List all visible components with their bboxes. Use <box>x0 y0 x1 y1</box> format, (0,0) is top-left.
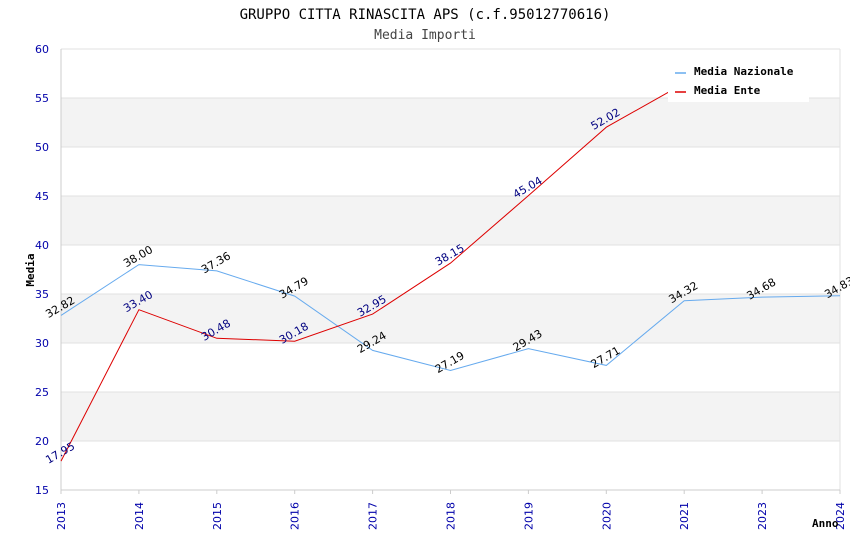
x-axis-label: Anno <box>812 517 839 530</box>
y-tick-label-15: 15 <box>35 484 49 497</box>
y-tick-label-25: 25 <box>35 386 49 399</box>
band-40 <box>61 196 840 245</box>
y-tick-label-30: 30 <box>35 337 49 350</box>
y-tick-label-45: 45 <box>35 190 49 203</box>
legend-box <box>668 59 809 102</box>
x-tick-label-2015: 2015 <box>211 502 224 530</box>
legend: Media Nazionale Media Ente <box>668 59 809 102</box>
y-axis-label: Media <box>24 253 37 286</box>
series-line-media-ente <box>60 82 685 462</box>
y-tick-label-40: 40 <box>35 239 49 252</box>
legend-label-nazionale: Media Nazionale <box>694 65 794 78</box>
band-35 <box>61 245 840 294</box>
x-tick-label-2017: 2017 <box>367 502 380 530</box>
series-line-media-nazionale <box>60 264 841 372</box>
y-tick-label-50: 50 <box>35 141 49 154</box>
x-tick-label-2024: 2024 <box>834 502 847 530</box>
axes: 15 20 25 30 35 40 45 50 55 60 2013 2014 2015 2016 2017… <box>35 43 847 530</box>
x-tick-label-2020: 2020 <box>600 502 613 530</box>
band-30 <box>61 294 840 343</box>
y-tick-label-20: 20 <box>35 435 49 448</box>
x-tick-label-2023: 2023 <box>756 502 769 530</box>
x-tick-label-2018: 2018 <box>445 502 458 530</box>
series-lines <box>60 82 841 462</box>
y-tick-label-60: 60 <box>35 43 49 56</box>
band-45 <box>61 147 840 196</box>
y-tick-label-55: 55 <box>35 92 49 105</box>
band-50 <box>61 98 840 147</box>
band-20 <box>61 392 840 441</box>
x-tick-label-2021: 2021 <box>678 502 691 530</box>
grid-lines <box>61 48 841 491</box>
x-tick-label-2013: 2013 <box>55 502 68 530</box>
background-bands <box>61 49 840 490</box>
chart-subtitle: Media Importi <box>374 28 476 43</box>
band-15 <box>61 441 840 490</box>
chart-title: GRUPPO CITTA RINASCITA APS (c.f.95012770… <box>240 7 611 23</box>
x-tick-label-2016: 2016 <box>289 502 302 530</box>
band-25 <box>61 343 840 392</box>
legend-label-ente: Media Ente <box>694 84 761 97</box>
x-tick-label-2014: 2014 <box>133 502 146 530</box>
y-tick-label-35: 35 <box>35 288 49 301</box>
x-tick-label-2019: 2019 <box>522 502 535 530</box>
